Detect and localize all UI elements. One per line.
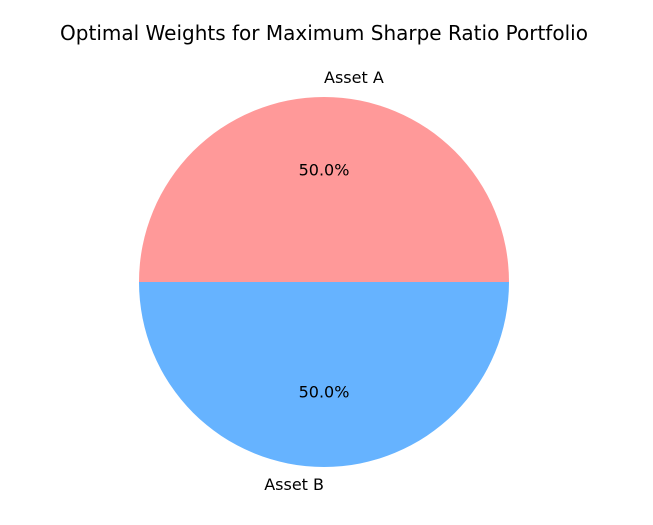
slice-label-asset-a: Asset A	[324, 68, 384, 87]
chart-title: Optimal Weights for Maximum Sharpe Ratio…	[60, 21, 588, 45]
pie-slices	[139, 97, 509, 467]
pie-slice-asset-a	[139, 97, 509, 282]
pie-slice-asset-b	[139, 282, 509, 467]
slice-label-asset-b: Asset B	[264, 475, 324, 494]
slice-percent-asset-a: 50.0%	[299, 161, 350, 180]
slice-percent-asset-b: 50.0%	[299, 383, 350, 402]
pie-labels: Asset A 50.0% Asset B 50.0%	[264, 68, 384, 494]
